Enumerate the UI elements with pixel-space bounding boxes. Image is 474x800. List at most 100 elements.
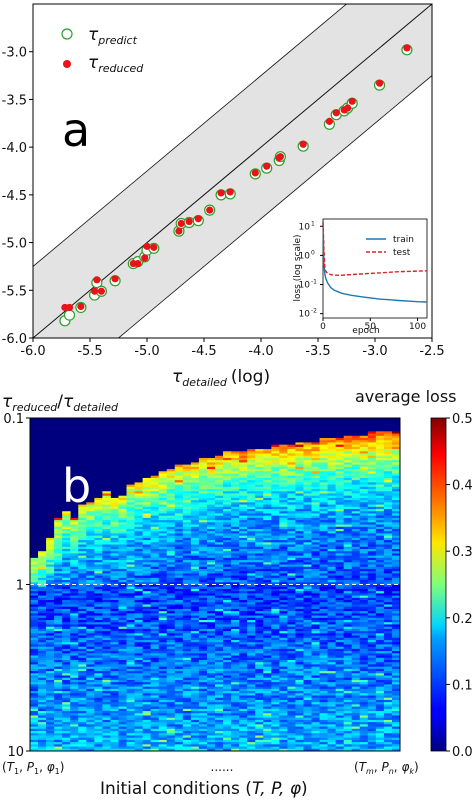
heatmap-cell <box>335 697 345 701</box>
heatmap-cell <box>271 533 280 537</box>
heatmap-cell <box>158 704 168 707</box>
heatmap-cell <box>271 719 280 723</box>
heatmap-cell <box>279 564 288 568</box>
heatmap-cell <box>126 562 135 565</box>
heatmap-cell <box>206 704 216 707</box>
heatmap-cell <box>327 657 337 661</box>
heatmap-cell <box>46 537 55 541</box>
heatmap-cell <box>110 553 119 557</box>
heatmap-cell <box>271 671 280 674</box>
heatmap-cell <box>263 657 272 661</box>
heatmap-cell <box>46 715 55 719</box>
heatmap-cell <box>215 568 224 572</box>
heatmap-cell <box>223 520 232 523</box>
heatmap-cell <box>223 737 232 741</box>
heatmap-cell <box>174 568 184 572</box>
heatmap-cell <box>134 571 144 574</box>
heatmap-cell <box>126 704 135 707</box>
heatmap-cell <box>126 517 135 521</box>
heatmap-cell <box>255 624 264 628</box>
heatmap-cell <box>295 620 304 623</box>
heatmap-cell <box>94 504 103 508</box>
heatmap-cell <box>38 577 47 581</box>
heatmap-cell <box>303 633 312 636</box>
y-tick-label: -5.0 <box>2 237 27 252</box>
heatmap-cell <box>142 617 152 621</box>
heatmap-cell <box>247 562 256 565</box>
heatmap-cell <box>190 657 200 661</box>
heatmap-cell <box>287 540 296 543</box>
heatmap-cell <box>102 591 111 594</box>
heatmap-cell <box>271 733 280 736</box>
heatmap-cell <box>38 600 47 603</box>
heatmap-cell <box>206 553 216 557</box>
heatmap-cell <box>198 580 208 583</box>
heatmap-cell <box>102 699 111 703</box>
heatmap-cell <box>54 548 63 552</box>
heatmap-cell <box>30 635 39 639</box>
heatmap-cell <box>182 502 192 505</box>
heatmap-cell <box>295 637 304 641</box>
heatmap-cell <box>215 719 224 723</box>
heatmap-cell <box>126 624 135 628</box>
heatmap-cell <box>319 675 329 679</box>
heatmap-cell <box>239 495 248 499</box>
heatmap-cell <box>70 744 79 747</box>
heatmap-cell <box>223 491 232 494</box>
heatmap-cell <box>198 564 208 568</box>
heatmap-cell <box>118 713 127 716</box>
heatmap-cell <box>263 719 272 723</box>
heatmap-cell <box>311 731 320 734</box>
heatmap-cell <box>174 688 184 692</box>
heatmap-cell <box>263 515 272 519</box>
heatmap-cell <box>327 588 337 592</box>
heatmap-cell <box>206 640 216 643</box>
heatmap-cell <box>150 684 160 688</box>
heatmap-cell <box>287 739 296 743</box>
heatmap-cell <box>223 617 232 621</box>
heatmap-cell <box>62 715 71 719</box>
heatmap-cell <box>206 622 216 625</box>
heatmap-cell <box>206 731 216 734</box>
heatmap-cell <box>223 469 232 472</box>
heatmap-cell <box>110 695 119 699</box>
heatmap-cell <box>134 657 144 661</box>
heatmap-cell <box>150 564 160 568</box>
heatmap-cell <box>142 544 152 548</box>
heatmap-cell <box>255 719 264 723</box>
heatmap-cell <box>110 653 119 656</box>
heatmap-cell <box>263 555 272 559</box>
heatmap-cell <box>335 702 345 705</box>
heatmap-cell <box>271 697 280 701</box>
heatmap-cell <box>319 548 329 552</box>
heatmap-cell <box>110 726 119 730</box>
heatmap-cell <box>263 551 272 554</box>
heatmap-cell <box>198 593 208 596</box>
heatmap-cell <box>70 722 79 725</box>
heatmap-cell <box>182 617 192 621</box>
heatmap-cell <box>287 695 296 699</box>
heatmap-cell <box>86 719 95 723</box>
heatmap-cell <box>126 595 135 599</box>
heatmap-cell <box>335 526 345 530</box>
heatmap-cell <box>110 628 119 632</box>
heatmap-cell <box>223 635 232 639</box>
heatmap-cell <box>102 702 111 705</box>
heatmap-cell <box>118 591 127 594</box>
heatmap-cell <box>287 657 296 661</box>
heatmap-cell <box>78 513 87 517</box>
scatter-points <box>59 44 413 327</box>
heatmap-cell <box>198 486 208 490</box>
heatmap-cell <box>287 484 296 488</box>
heatmap-cell <box>215 684 224 688</box>
heatmap-cell <box>86 706 95 710</box>
heatmap-cell <box>311 453 320 457</box>
heatmap-cell <box>198 584 208 588</box>
heatmap-cell <box>54 575 63 579</box>
heatmap-cell <box>335 588 345 592</box>
heatmap-cell <box>62 699 71 703</box>
heatmap-cell <box>142 633 152 636</box>
heatmap-cell <box>263 644 272 648</box>
heatmap-cell <box>287 651 296 654</box>
heatmap-cell <box>30 668 39 672</box>
